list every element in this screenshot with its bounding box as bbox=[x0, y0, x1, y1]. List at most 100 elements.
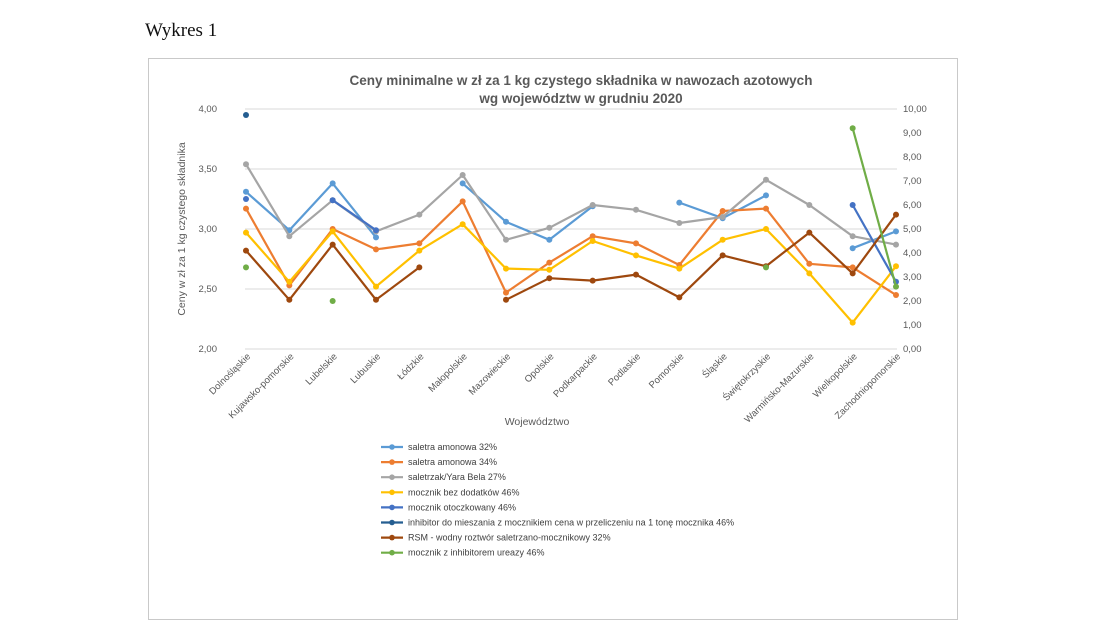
data-point bbox=[503, 265, 509, 272]
data-point bbox=[286, 233, 293, 240]
data-point bbox=[329, 241, 336, 248]
y2-tick-label: 5,00 bbox=[903, 224, 922, 235]
legend-marker bbox=[389, 504, 395, 511]
y2-tick-label: 10,00 bbox=[903, 104, 927, 115]
data-point bbox=[633, 271, 639, 278]
series-line bbox=[245, 182, 377, 239]
legend-marker bbox=[389, 459, 395, 465]
data-point bbox=[763, 192, 769, 199]
legend-marker bbox=[389, 549, 395, 556]
legend-marker bbox=[389, 489, 395, 496]
y2-tick-label: 7,00 bbox=[903, 176, 922, 187]
data-point bbox=[546, 275, 553, 282]
data-point bbox=[589, 233, 596, 240]
data-point bbox=[893, 211, 899, 218]
legend-marker bbox=[389, 519, 395, 526]
y2-tick-label: 4,00 bbox=[903, 248, 922, 259]
x-tick-label: Lubelskie bbox=[304, 351, 340, 387]
data-point bbox=[806, 270, 813, 277]
data-point bbox=[243, 264, 249, 271]
x-tick-label: Dolnośląskie bbox=[207, 351, 253, 397]
series-lines bbox=[243, 112, 899, 326]
series-line bbox=[245, 163, 897, 246]
data-point bbox=[546, 236, 553, 243]
legend-marker bbox=[389, 474, 395, 481]
data-point bbox=[763, 176, 769, 183]
data-point bbox=[849, 270, 856, 277]
data-point bbox=[589, 202, 596, 208]
data-point bbox=[719, 236, 726, 243]
y2-tick-label: 8,00 bbox=[903, 152, 922, 163]
data-point bbox=[373, 234, 379, 241]
data-point bbox=[373, 283, 379, 290]
data-point bbox=[416, 247, 423, 254]
data-point bbox=[503, 236, 509, 243]
y-tick-label: 2,00 bbox=[199, 344, 218, 355]
data-point bbox=[719, 208, 726, 214]
series-group bbox=[243, 180, 899, 252]
data-point bbox=[373, 227, 379, 234]
data-point bbox=[329, 228, 336, 235]
legend-label: saletrzak/Yara Bela 27% bbox=[408, 472, 506, 482]
data-point bbox=[676, 199, 683, 206]
series-line bbox=[851, 127, 898, 287]
data-point bbox=[763, 226, 769, 232]
x-tick-label: Podkarpackie bbox=[551, 351, 599, 399]
data-point bbox=[676, 220, 683, 226]
data-point bbox=[416, 264, 423, 271]
x-tick-label: Śląskie bbox=[700, 351, 730, 381]
legend-label: saletra amonowa 34% bbox=[408, 457, 497, 467]
data-point bbox=[329, 180, 336, 187]
gridlines bbox=[245, 108, 897, 350]
data-point bbox=[719, 214, 726, 220]
data-point bbox=[329, 197, 336, 204]
data-point bbox=[893, 283, 899, 290]
data-point bbox=[373, 296, 379, 303]
data-point bbox=[459, 221, 466, 228]
data-point bbox=[546, 259, 553, 266]
data-point bbox=[546, 224, 553, 231]
x-tick-label: Lubuskie bbox=[348, 351, 383, 386]
y-tick-label: 3,00 bbox=[199, 224, 218, 235]
data-point bbox=[243, 112, 249, 118]
y2-tick-label: 0,00 bbox=[903, 344, 922, 355]
data-point bbox=[503, 289, 509, 296]
series-line bbox=[505, 213, 897, 301]
data-point bbox=[459, 172, 466, 178]
y2-tick-label: 2,00 bbox=[903, 296, 922, 307]
series-line bbox=[332, 199, 377, 232]
data-point bbox=[763, 264, 769, 271]
data-point bbox=[416, 240, 423, 247]
data-point bbox=[676, 294, 683, 301]
y2-tick-label: 9,00 bbox=[903, 128, 922, 139]
x-tick-label: Pomorskie bbox=[647, 351, 687, 391]
data-point bbox=[849, 264, 856, 271]
series-group bbox=[243, 221, 899, 326]
legend-label: saletra amonowa 32% bbox=[408, 442, 497, 452]
data-point bbox=[806, 202, 813, 208]
series-line bbox=[245, 223, 897, 324]
data-point bbox=[633, 240, 639, 247]
data-point bbox=[633, 252, 639, 259]
data-point bbox=[849, 125, 856, 132]
data-point bbox=[243, 196, 249, 202]
data-point bbox=[589, 277, 596, 284]
y2-tick-label: 1,00 bbox=[903, 320, 922, 331]
y-axis-ticks: 2,00 2,50 3,00 3,50 4,00 bbox=[199, 104, 218, 355]
data-point bbox=[546, 266, 553, 273]
legend-label: inhibitor do mieszania z mocznikiem cena… bbox=[408, 518, 734, 528]
document-heading: Wykres 1 bbox=[145, 20, 218, 41]
data-point bbox=[763, 205, 769, 212]
data-point bbox=[806, 260, 813, 267]
data-point bbox=[329, 298, 336, 304]
data-point bbox=[589, 238, 596, 244]
legend-marker bbox=[389, 444, 395, 450]
data-point bbox=[849, 245, 856, 252]
x-tick-label: Mazowieckie bbox=[467, 351, 513, 397]
legend-marker bbox=[389, 534, 395, 541]
data-point bbox=[373, 246, 379, 253]
chart-subtitle: wg województw w grudniu 2020 bbox=[478, 91, 682, 106]
y-tick-label: 2,50 bbox=[199, 284, 218, 295]
legend-label: mocznik z inhibitorem ureazy 46% bbox=[408, 548, 545, 558]
data-point bbox=[806, 229, 813, 236]
